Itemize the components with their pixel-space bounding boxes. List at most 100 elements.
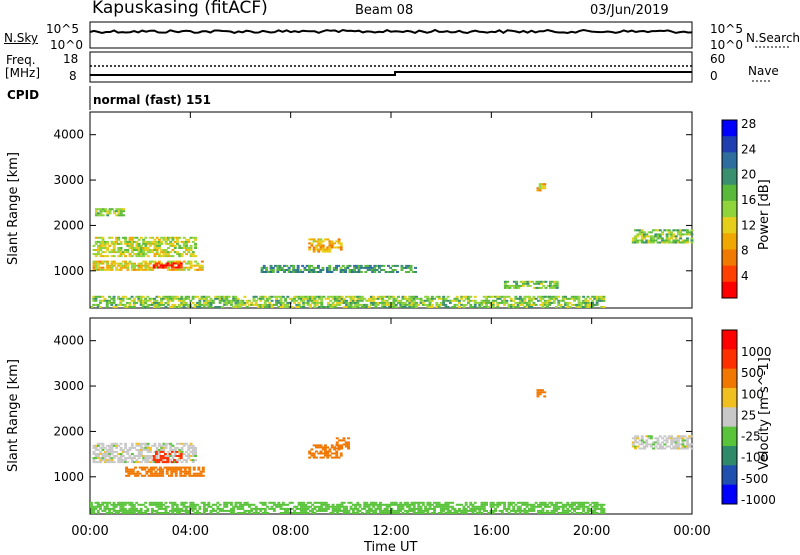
- heatmap-cell: [412, 301, 416, 304]
- heatmap-cell: [482, 501, 486, 504]
- heatmap-cell: [330, 246, 334, 249]
- heatmap-cell: [97, 453, 100, 455]
- heatmap-cell: [408, 503, 412, 506]
- heatmap-cell: [586, 507, 590, 510]
- heatmap-cell: [176, 238, 179, 241]
- heatmap-cell: [286, 509, 290, 512]
- heatmap-cell: [153, 247, 157, 249]
- heatmap-cell: [351, 503, 355, 506]
- heatmap-cell: [491, 509, 495, 512]
- heatmap-cell: [236, 501, 240, 504]
- heatmap-cell: [473, 509, 477, 512]
- heatmap-cell: [128, 255, 132, 258]
- heatmap-cell: [266, 299, 269, 302]
- heatmap-cell: [324, 444, 327, 447]
- heatmap-cell: [152, 474, 156, 477]
- heatmap-cell: [344, 445, 348, 448]
- heatmap-cell: [270, 306, 274, 308]
- heatmap-cell: [269, 269, 273, 271]
- colorbar-swatch: [722, 233, 737, 250]
- heatmap-cell: [110, 208, 114, 211]
- heatmap-cell: [266, 306, 269, 308]
- heatmap-cell: [385, 509, 389, 512]
- heatmap-cell: [173, 503, 177, 506]
- heatmap-cell: [236, 507, 240, 510]
- heatmap-cell: [146, 264, 150, 267]
- heatmap-cell: [543, 299, 547, 302]
- heatmap-cell: [667, 237, 671, 240]
- heatmap-cell: [92, 453, 96, 455]
- heatmap-cell: [333, 509, 337, 512]
- heatmap-cell: [142, 242, 146, 245]
- heatmap-cell: [403, 306, 407, 308]
- heatmap-cell: [154, 470, 158, 473]
- heatmap-cell: [169, 448, 173, 451]
- heatmap-cell: [526, 284, 530, 287]
- heatmap-cell: [176, 260, 179, 263]
- heatmap-cell: [469, 507, 473, 510]
- heatmap-cell: [92, 253, 96, 256]
- freq-panel: [89, 46, 790, 83]
- heatmap-cell: [503, 297, 506, 300]
- heatmap-cell: [119, 299, 123, 302]
- heatmap-cell: [142, 240, 146, 243]
- heatmap-cell: [99, 240, 103, 243]
- heatmap-cell: [310, 448, 314, 451]
- heatmap-cell: [324, 238, 327, 241]
- heatmap-cell: [196, 264, 200, 267]
- heatmap-cell: [248, 512, 251, 514]
- heatmap-cell: [388, 512, 391, 514]
- heatmap-cell: [270, 507, 274, 510]
- heatmap-cell: [179, 468, 183, 471]
- heatmap-cell: [551, 280, 555, 283]
- heatmap-cell: [328, 242, 332, 245]
- heatmap-cell: [435, 303, 439, 306]
- heatmap-cell: [191, 444, 195, 447]
- heatmap-cell: [239, 512, 242, 514]
- heatmap-cell: [173, 450, 177, 453]
- heatmap-cell: [137, 299, 141, 302]
- heatmap-cell: [164, 238, 168, 241]
- heatmap-cell: [437, 295, 441, 298]
- heatmap-cell: [339, 246, 343, 249]
- heatmap-cell: [135, 301, 139, 304]
- heatmap-cell: [686, 237, 689, 240]
- heatmap-cell: [406, 512, 409, 514]
- heatmap-cell: [535, 280, 539, 283]
- heatmap-cell: [349, 299, 353, 302]
- heatmap-cell: [482, 306, 486, 308]
- heatmap-cell: [512, 306, 516, 308]
- heatmap-cell: [317, 266, 320, 269]
- heatmap-cell: [297, 306, 301, 308]
- heatmap-cell: [453, 297, 457, 300]
- heatmap-cell: [151, 266, 155, 269]
- heatmap-cell: [357, 271, 361, 273]
- heatmap-cell: [277, 505, 281, 508]
- heatmap-cell: [405, 264, 408, 267]
- colorbar-swatch: [722, 249, 737, 267]
- heatmap-cell: [686, 231, 689, 234]
- heatmap-cell: [155, 240, 159, 243]
- heatmap-cell: [543, 301, 547, 304]
- heatmap-cell: [670, 231, 674, 234]
- heatmap-cell: [561, 503, 565, 506]
- heatmap-cell: [148, 450, 152, 453]
- heatmap-cell: [173, 461, 177, 464]
- heatmap-cell: [516, 509, 520, 512]
- heatmap-cell: [439, 301, 443, 304]
- heatmap-cell: [178, 303, 181, 306]
- heatmap-cell: [119, 253, 123, 256]
- heatmap-cell: [259, 297, 263, 300]
- heatmap-cell: [600, 509, 604, 512]
- heatmap-cell: [153, 301, 157, 304]
- heatmap-cell: [327, 303, 330, 306]
- heatmap-cell: [503, 505, 506, 508]
- heatmap-cell: [124, 446, 127, 449]
- heatmap-cell: [344, 269, 347, 271]
- heatmap-cell: [262, 271, 266, 273]
- heatmap-cell: [665, 241, 669, 244]
- heatmap-cell: [127, 468, 131, 471]
- heatmap-cell: [270, 303, 274, 306]
- heatmap-cell: [516, 303, 520, 306]
- heatmap-cell: [311, 297, 315, 300]
